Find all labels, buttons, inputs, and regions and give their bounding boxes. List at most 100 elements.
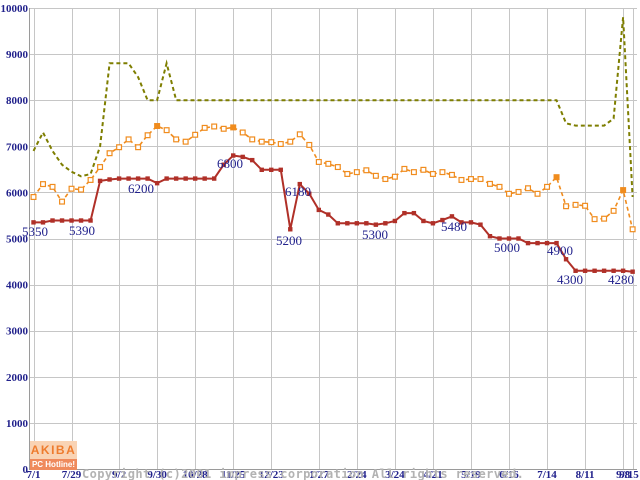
average-price-marker [525, 185, 532, 192]
x-axis-tick-label: 3/24 [385, 469, 405, 480]
lowest-price-marker [468, 220, 474, 225]
y-axis-tick-label: 8000 [6, 95, 29, 107]
average-price-marker [49, 183, 56, 190]
y-axis-tick-label: 0 [23, 464, 29, 476]
lowest-price-marker [307, 191, 312, 196]
average-price-marker [239, 129, 246, 136]
x-axis-tick-label: 8/11 [576, 469, 595, 480]
lowest-price-marker [582, 268, 588, 273]
average-price-marker [106, 150, 113, 157]
average-price-marker [59, 198, 66, 205]
lowest-price-marker [630, 269, 635, 274]
average-price-marker [306, 141, 313, 148]
average-price-marker [458, 176, 465, 183]
average-price-marker [620, 187, 627, 194]
lowest-price-marker [297, 181, 302, 187]
average-price-marker [78, 186, 85, 193]
x-axis-tick-label: 2/24 [347, 469, 367, 480]
lowest-price-marker [126, 176, 131, 181]
lowest-price-marker [459, 220, 464, 225]
lowest-price-marker [411, 210, 417, 216]
average-price-marker [515, 188, 522, 195]
price-label: 6200 [128, 181, 154, 196]
x-axis-tick-label: 6/16 [499, 469, 519, 480]
y-axis-tick-label: 7000 [6, 141, 29, 153]
price-label: 5300 [362, 227, 388, 242]
average-price-marker [496, 183, 503, 190]
average-price-marker [154, 123, 161, 130]
lowest-price-marker [611, 268, 616, 273]
average-price-marker [334, 164, 341, 171]
lowest-price-marker [402, 210, 407, 216]
lowest-price-marker [154, 180, 160, 186]
lowest-price-marker [183, 176, 188, 181]
average-price-marker [220, 125, 227, 132]
average-price-marker [268, 139, 275, 146]
average-price-marker [40, 181, 47, 188]
price-label: 4900 [547, 243, 573, 258]
lowest-price-marker [430, 221, 436, 226]
lowest-price-marker [601, 268, 607, 273]
lowest-price-marker [516, 236, 521, 241]
y-axis-tick-label: 2000 [6, 372, 29, 384]
average-price-marker [135, 144, 142, 151]
average-price-marker [315, 158, 322, 165]
average-price-marker [173, 136, 180, 143]
price-label: 5480 [441, 219, 467, 234]
y-axis-tick-label: 6000 [6, 187, 29, 199]
average-price-marker [534, 190, 541, 197]
average-price-marker [582, 202, 589, 209]
price-label: 5200 [276, 233, 302, 248]
lowest-price-marker [69, 218, 74, 223]
lowest-price-marker [240, 154, 245, 160]
average-price-marker [439, 169, 446, 176]
average-price-marker [591, 216, 598, 223]
lowest-price-marker [145, 176, 150, 181]
lowest-price-marker [316, 207, 321, 213]
y-axis-tick-label: 10000 [1, 3, 29, 15]
average-price-marker [125, 136, 132, 143]
average-price-marker [258, 138, 265, 145]
lowest-price-marker [354, 221, 360, 226]
average-price-marker [325, 160, 332, 167]
average-price-marker [144, 132, 151, 139]
lowest-price-marker [506, 236, 512, 241]
logo-akiba-text: AKIBA [30, 441, 77, 459]
x-axis-tick-label: 11/25 [221, 469, 246, 480]
lowest-price-marker [107, 177, 112, 182]
lowest-price-marker [250, 157, 255, 163]
x-axis-tick-label: 9/8 [616, 469, 631, 480]
price-label: 4300 [557, 272, 583, 287]
x-axis-tick-label: 9/30 [147, 469, 167, 480]
average-price-marker [467, 176, 474, 183]
average-price-marker [401, 165, 408, 172]
price-label: 5000 [494, 240, 520, 255]
average-price-marker [420, 166, 427, 173]
lowest-price-marker [164, 176, 169, 181]
price-label: 5350 [22, 224, 48, 239]
lowest-price-marker [192, 176, 198, 181]
average-price-marker [97, 164, 104, 171]
lowest-price-marker [231, 153, 236, 158]
lowest-price-marker [525, 240, 531, 246]
lowest-price-marker [573, 268, 578, 273]
x-axis-tick-label: 9/15 [619, 469, 639, 480]
lowest-price-marker [383, 221, 388, 226]
y-axis-tick-label: 4000 [6, 280, 29, 292]
average-price-marker [610, 207, 617, 214]
lowest-price-marker [221, 162, 226, 167]
average-price-marker [429, 170, 436, 177]
logo-pc-hotline-text: PC Hotline! [30, 459, 77, 470]
lowest-price-marker [116, 176, 122, 181]
lowest-price-marker [259, 167, 264, 173]
average-price-marker [182, 138, 189, 145]
average-price-marker [629, 226, 636, 233]
y-axis-tick-label: 9000 [6, 49, 29, 61]
lowest-price-marker [40, 220, 46, 225]
lowest-price-marker [345, 221, 350, 226]
lowest-price-marker [554, 240, 559, 246]
average-price-marker [410, 169, 417, 176]
average-price-marker [277, 140, 284, 147]
average-price-marker [344, 170, 351, 177]
